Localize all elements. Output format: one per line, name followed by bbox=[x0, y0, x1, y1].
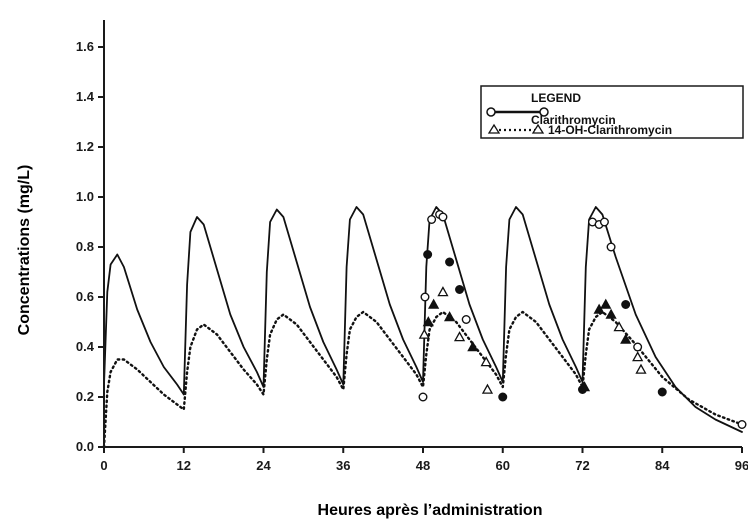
observed-point-triangle bbox=[578, 381, 591, 392]
observed-point-circle bbox=[423, 249, 433, 259]
y-tick-label: 1.0 bbox=[76, 189, 94, 204]
observed-point-triangle bbox=[593, 303, 605, 314]
y-axis-label: Concentrations (mg/L) bbox=[16, 165, 33, 336]
observed-point-triangle bbox=[453, 331, 466, 342]
x-tick-label: 72 bbox=[575, 458, 589, 473]
y-ticks: 0.0 0.2 0.4 0.6 0.8 1.0 1.2 1.4 1.6 bbox=[76, 39, 104, 454]
legend-marker-circle-end bbox=[539, 107, 549, 117]
legend-marker-circle bbox=[486, 107, 496, 117]
observed-point-circle bbox=[418, 392, 428, 402]
x-tick-label: 24 bbox=[256, 458, 271, 473]
x-tick-label: 84 bbox=[655, 458, 670, 473]
x-ticks: 0 12 24 36 48 60 72 84 96 bbox=[100, 447, 748, 473]
observed-point-circle bbox=[599, 217, 609, 227]
legend-marker-triangle-end bbox=[531, 123, 545, 134]
observed-point-triangle bbox=[600, 298, 612, 309]
observed-point-triangle bbox=[613, 321, 625, 332]
observed-point-triangle bbox=[605, 308, 617, 319]
y-tick-label: 1.4 bbox=[76, 89, 95, 104]
observed-point-circle bbox=[621, 300, 631, 310]
x-tick-label: 36 bbox=[336, 458, 350, 473]
observed-point-triangle bbox=[632, 351, 644, 362]
observed-point-triangle bbox=[480, 356, 492, 367]
observed-point-circle bbox=[445, 257, 455, 267]
observed-markers-layer bbox=[418, 209, 747, 430]
observed-point-circle bbox=[633, 342, 643, 352]
series-line-clarithromycin bbox=[103, 206, 743, 433]
observed-point-circle bbox=[427, 214, 437, 224]
series-layer bbox=[102, 206, 744, 449]
observed-point-circle bbox=[455, 285, 465, 295]
observed-point-triangle bbox=[418, 328, 430, 339]
legend: LEGEND Clarithromycin 14-OH-Clarithromyc… bbox=[480, 85, 744, 139]
legend-marker-triangle bbox=[487, 123, 501, 134]
observed-point-triangle bbox=[467, 341, 479, 352]
x-tick-label: 0 bbox=[100, 458, 107, 473]
observed-point-circle bbox=[606, 242, 616, 252]
x-axis-label: Heures après l’administration bbox=[318, 502, 543, 519]
observed-point-circle bbox=[657, 387, 667, 397]
x-tick-label: 60 bbox=[496, 458, 510, 473]
y-tick-label: 0.4 bbox=[76, 339, 95, 354]
x-tick-label: 12 bbox=[177, 458, 191, 473]
observed-point-circle bbox=[461, 315, 471, 325]
y-tick-label: 0.0 bbox=[76, 439, 94, 454]
legend-label-clarithromycin: Clarithromycin bbox=[531, 113, 616, 127]
y-tick-label: 1.2 bbox=[76, 139, 94, 154]
observed-point-circle bbox=[737, 420, 747, 430]
x-tick-label: 96 bbox=[735, 458, 748, 473]
observed-point-circle bbox=[438, 212, 448, 222]
y-tick-label: 0.6 bbox=[76, 289, 94, 304]
observed-point-triangle bbox=[635, 363, 647, 374]
legend-title: LEGEND bbox=[531, 91, 581, 105]
observed-point-triangle bbox=[428, 298, 440, 309]
observed-point-triangle bbox=[437, 286, 449, 297]
y-tick-label: 0.2 bbox=[76, 389, 94, 404]
legend-label-14-oh-clarithromycin: 14-OH-Clarithromycin bbox=[548, 123, 672, 137]
observed-point-triangle bbox=[422, 316, 434, 327]
y-tick-label: 1.6 bbox=[76, 39, 94, 54]
observed-point-triangle bbox=[620, 333, 632, 344]
observed-point-triangle bbox=[443, 311, 456, 322]
observed-point-circle bbox=[498, 392, 508, 402]
observed-point-triangle bbox=[481, 383, 494, 394]
y-tick-label: 0.8 bbox=[76, 239, 94, 254]
observed-point-circle bbox=[420, 292, 430, 302]
x-tick-label: 48 bbox=[416, 458, 430, 473]
